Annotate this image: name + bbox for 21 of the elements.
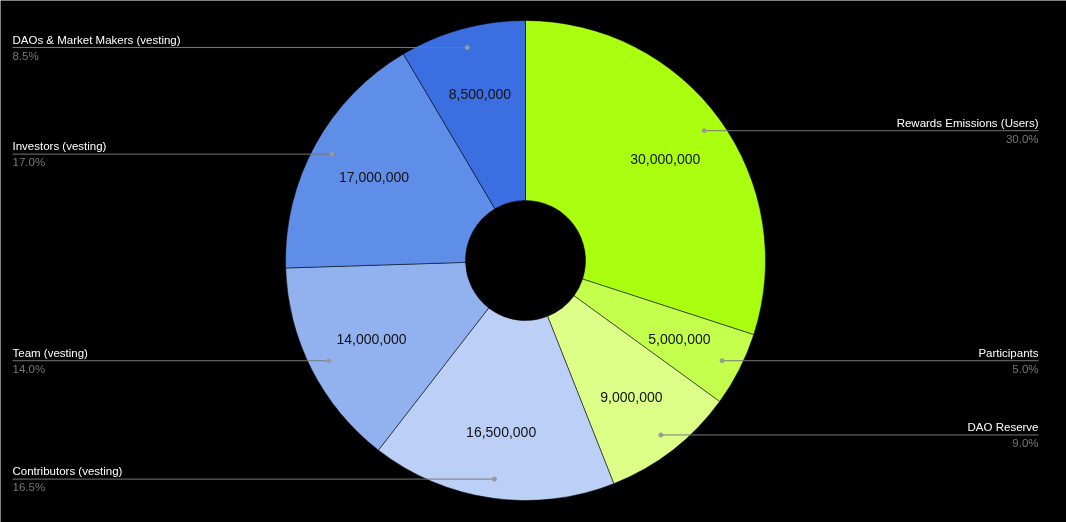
text: 17.0% [12, 156, 46, 169]
slice-label: Contributors (vesting) [12, 465, 123, 478]
data-label: 5,000,000 [648, 330, 711, 347]
data-label: 30,000,000 [630, 150, 701, 167]
slice-label: Rewards Emissions (Users) [896, 116, 1039, 129]
data-label: 17,000,000 [339, 169, 410, 186]
slice-label: Participants [978, 346, 1039, 359]
text: 16.5% [12, 481, 46, 494]
data-label: 16,500,000 [466, 423, 537, 440]
text: 14.0% [12, 362, 46, 375]
slice-label: DAOs & Market Makers (vesting) [12, 33, 181, 46]
slice-label: DAO Reserve [967, 420, 1039, 433]
text: 8.5% [12, 49, 39, 62]
text: 30.0% [1005, 132, 1039, 145]
text: 9.0% [1012, 436, 1039, 449]
data-label: 14,000,000 [336, 330, 407, 347]
text: 5.0% [1012, 362, 1039, 375]
data-label: 8,500,000 [448, 85, 512, 102]
slice-label: Team (vesting) [12, 346, 89, 359]
data-label: 9,000,000 [600, 389, 663, 406]
slice-label: Investors (vesting) [12, 140, 107, 153]
